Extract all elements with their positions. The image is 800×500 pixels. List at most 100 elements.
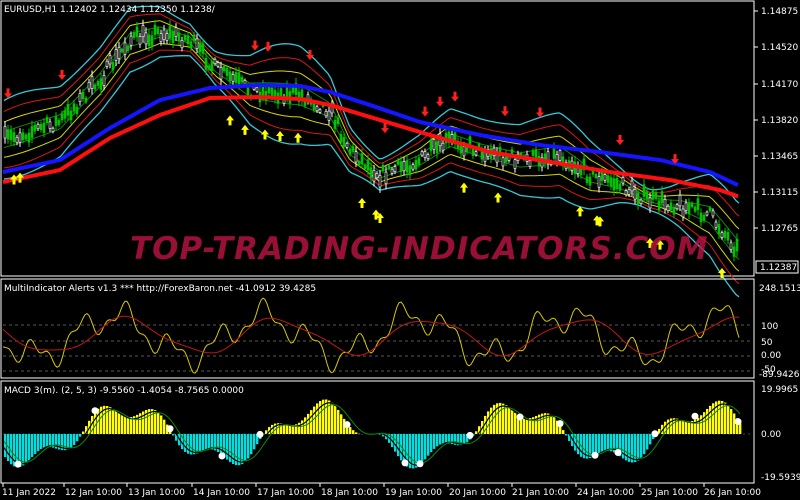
macd-cross-dot [401, 459, 409, 467]
macd-histogram-bar [487, 411, 490, 434]
sell-arrow-icon [58, 69, 66, 80]
buy-arrow-icon [576, 206, 584, 217]
time-axis[interactable]: 11 Jan 2022 12 Jan 10:00 13 Jan 10:00 14… [2, 483, 761, 498]
macd-histogram-bar [73, 434, 76, 445]
watermark: TOP-TRADING-INDICATORS.COM [130, 231, 708, 267]
macd-cross-dot [516, 413, 524, 421]
price-panel[interactable]: EURUSD,H1 1.12402 1.12434 1.12350 1.1238… [0, 0, 755, 298]
candle [315, 104, 319, 113]
candle [108, 51, 112, 69]
ind-scale-100: 100 [761, 322, 778, 332]
macd-scale[interactable]: 19.9965 0.00 -19.5939 [761, 385, 800, 483]
macd-panel[interactable]: MACD 3(m). (2, 5, 3) -9.5560 -1.4054 -8.… [0, 380, 755, 484]
candle [18, 128, 22, 147]
macd-histogram-bar [556, 420, 559, 434]
macd-histogram-bar [52, 434, 55, 448]
macd-histogram-bar [577, 434, 580, 455]
svg-text:1.12765: 1.12765 [761, 224, 798, 234]
candle [696, 193, 700, 216]
candle [135, 21, 139, 42]
buy-arrow-icon [656, 239, 664, 250]
macd-histogram-bar [412, 434, 415, 469]
macd-histogram-bar [61, 434, 64, 451]
candle [33, 122, 37, 135]
candle [240, 74, 244, 85]
macd-histogram-bar [70, 434, 73, 448]
candle [372, 164, 376, 187]
macd-histogram-bar [538, 414, 541, 434]
svg-text:11 Jan 2022: 11 Jan 2022 [2, 488, 56, 498]
macd-histogram-bar [613, 434, 616, 453]
svg-text:17 Jan 10:00: 17 Jan 10:00 [257, 488, 314, 498]
macd-histogram-bar [139, 413, 142, 434]
candle [36, 122, 40, 131]
sell-arrow-icon [306, 50, 314, 60]
macd-cross-dot [466, 431, 474, 439]
macd-cross-dot [91, 407, 99, 415]
macd-histogram-bar [640, 434, 643, 458]
candle [174, 23, 178, 41]
macd-histogram-bar [451, 434, 454, 445]
macd-histogram-bar [220, 434, 223, 455]
macd-histogram-bar [661, 424, 664, 434]
macd-histogram-bar [160, 415, 163, 434]
candle [333, 116, 337, 133]
macd-histogram-bar [58, 434, 61, 450]
candle [90, 70, 94, 95]
candle [183, 33, 187, 43]
macd-histogram-bar [112, 408, 115, 434]
chart-title: EURUSD,H1 1.12402 1.12434 1.12350 1.1238… [4, 5, 216, 15]
macd-histogram-bar [202, 434, 205, 451]
macd-histogram-bar [382, 434, 385, 437]
candle [429, 135, 433, 157]
macd-cross-dot [691, 412, 699, 420]
candle [648, 192, 652, 214]
candle [402, 156, 406, 176]
candle [63, 106, 67, 123]
candle [411, 162, 415, 172]
macd-histogram-bar [685, 421, 688, 434]
macd-histogram-bar [163, 419, 166, 434]
macd-histogram-bar [337, 409, 340, 434]
macd-histogram-bar [436, 434, 439, 447]
price-plot-area [2, 5, 740, 298]
price-tick-2: 1.14170 [754, 80, 798, 90]
macd-histogram-bar [235, 434, 238, 466]
macd-histogram-bar [604, 434, 607, 452]
macd-histogram-bar [214, 434, 217, 451]
candle [324, 109, 328, 119]
candle [588, 172, 592, 190]
macd-histogram-bar [715, 401, 718, 434]
candle [12, 127, 16, 147]
candle [729, 239, 733, 253]
candle [117, 41, 121, 64]
macd-histogram-bar [526, 418, 529, 434]
macd-histogram-bar [340, 414, 343, 434]
candle [24, 132, 28, 142]
macd-histogram-bar [142, 411, 145, 434]
macd-histogram-bar [730, 409, 733, 434]
macd-histogram-bar [415, 434, 418, 468]
indicator-panel[interactable]: MultiIndicator Alerts v1.3 *** http://Fo… [0, 278, 755, 379]
macd-histogram-bar [583, 434, 586, 459]
price-scale[interactable]: 1.14875 1.14520 1.14170 1.13820 1.13465 … [754, 7, 799, 274]
candle [30, 120, 34, 144]
sell-arrow-icon [436, 96, 444, 107]
candle [633, 184, 637, 205]
macd-histogram-bar [298, 422, 301, 434]
indicator-scale[interactable]: 248.1513 100 50 0.00 -50 -89.9426 [759, 284, 800, 380]
candle [165, 30, 169, 44]
sell-arrow-icon [616, 135, 624, 145]
macd-cross-dot [591, 451, 599, 459]
macd-histogram-bar [439, 434, 442, 445]
buy-arrow-icon [358, 198, 366, 208]
macd-histogram-bar [253, 434, 256, 450]
svg-text:12 Jan 10:00: 12 Jan 10:00 [65, 488, 122, 498]
macd-histogram-bar [37, 434, 40, 452]
candle [87, 78, 91, 93]
time-tick-9: 24 Jan 10:00 [575, 483, 634, 498]
sell-arrow-icon [4, 88, 12, 99]
candle [78, 89, 82, 106]
price-tick-0: 1.14875 [754, 7, 798, 17]
